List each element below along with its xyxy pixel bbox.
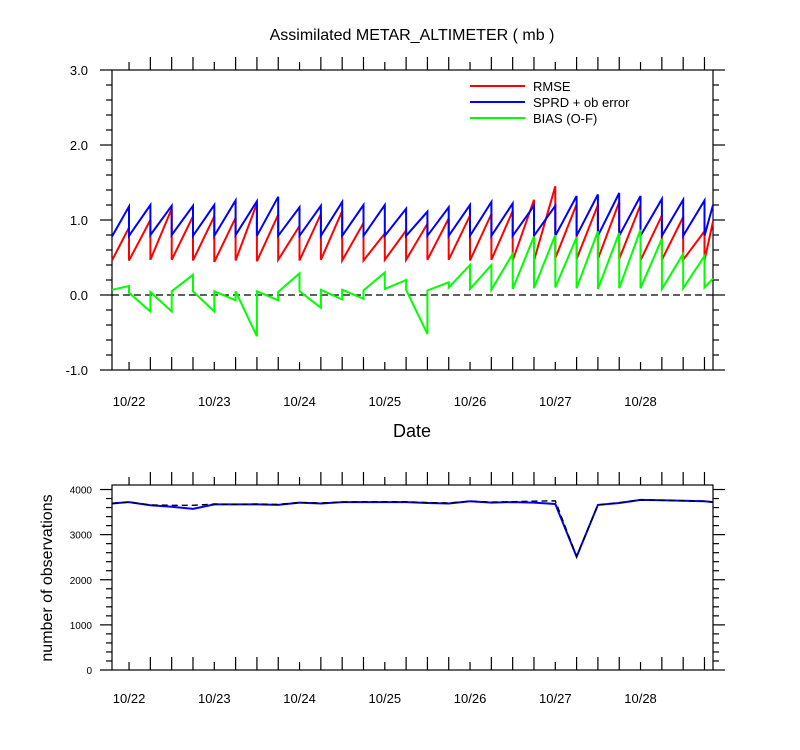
y-tick-label: 2000 bbox=[70, 576, 93, 587]
y-tick-label: 3.0 bbox=[70, 63, 88, 78]
x-tick-label: 10/24 bbox=[283, 394, 316, 409]
observations-dashed-line bbox=[111, 499, 714, 559]
x-tick-label: 10/28 bbox=[624, 394, 657, 409]
series-line-bias-o-f bbox=[111, 229, 714, 337]
x-tick-label: 10/23 bbox=[198, 394, 231, 409]
y-tick-label: -1.0 bbox=[66, 363, 88, 378]
bottom-chart: 10/22 10/23 10/24 10/25 10/26 10/27 10/28 0 1000… bbox=[70, 472, 725, 706]
x-tick-label: 10/27 bbox=[539, 691, 572, 706]
legend-label: SPRD + ob error bbox=[533, 95, 630, 110]
x-tick-label: 10/28 bbox=[624, 691, 657, 706]
top-plot-frame bbox=[111, 69, 714, 371]
x-tick-label: 10/22 bbox=[113, 691, 146, 706]
bottom-series-group bbox=[111, 498, 714, 560]
legend-label: RMSE bbox=[533, 79, 571, 94]
bottom-plot-frame bbox=[111, 484, 714, 671]
y-tick-label: 1.0 bbox=[70, 213, 88, 228]
top-chart: 10/22 10/23 10/24 10/25 10/26 10/27 10/28 -1.0 0… bbox=[66, 57, 725, 409]
series-line-sprd-ob-error bbox=[111, 192, 714, 240]
x-tick-label: 10/23 bbox=[198, 691, 231, 706]
chart-title: Assimilated METAR_ALTIMETER ( mb ) bbox=[270, 27, 555, 44]
observations-solid-line bbox=[111, 498, 714, 560]
bottom-y-axis-title: number of observations bbox=[39, 494, 56, 661]
y-tick-label: 4000 bbox=[70, 486, 93, 497]
x-tick-label: 10/25 bbox=[369, 394, 402, 409]
top-chart-ticks: 10/22 10/23 10/24 10/25 10/26 10/27 10/28 -1.0 0… bbox=[66, 57, 725, 409]
x-tick-label: 10/27 bbox=[539, 394, 572, 409]
y-tick-label: 3000 bbox=[70, 531, 93, 542]
x-tick-label: 10/26 bbox=[454, 691, 487, 706]
y-tick-label: 0 bbox=[86, 666, 92, 677]
legend-label: BIAS (O-F) bbox=[533, 111, 597, 126]
x-tick-label: 10/25 bbox=[369, 691, 402, 706]
y-tick-label: 0.0 bbox=[70, 288, 88, 303]
x-tick-label: 10/24 bbox=[283, 691, 316, 706]
x-axis-title: Date bbox=[393, 421, 431, 441]
x-tick-label: 10/22 bbox=[113, 394, 146, 409]
top-series-group bbox=[111, 186, 714, 337]
y-tick-label: 2.0 bbox=[70, 138, 88, 153]
x-tick-label: 10/26 bbox=[454, 394, 487, 409]
bottom-chart-ticks: 10/22 10/23 10/24 10/25 10/26 10/27 10/28 0 1000… bbox=[70, 472, 725, 706]
y-tick-label: 1000 bbox=[70, 621, 93, 632]
